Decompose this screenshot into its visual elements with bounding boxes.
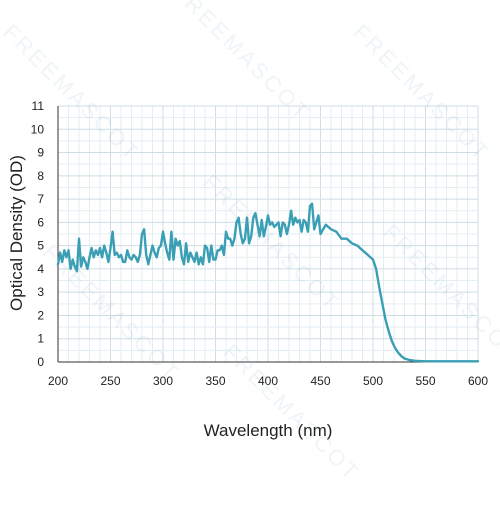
x-tick-label: 200 [48,374,68,388]
series-group [56,202,480,363]
y-tick-label: 3 [37,285,44,299]
y-tick-label: 2 [37,308,44,322]
grid [57,105,479,363]
x-tick-label: 500 [363,374,383,388]
y-axis-label: Optical Density (OD) [7,155,26,311]
x-tick-labels: 200 250 300 350 400 450 500 550 600 [48,374,488,388]
y-tick-label: 6 [37,215,44,229]
y-tick-labels: 0 1 2 3 4 5 6 7 8 9 10 11 [31,99,45,369]
y-tick-label: 9 [37,146,44,160]
y-tick-label: 10 [31,122,45,136]
y-tick-label: 11 [32,99,45,113]
y-tick-label: 4 [37,262,44,276]
y-tick-label: 7 [37,192,44,206]
y-tick-label: 5 [37,239,44,253]
x-tick-label: 400 [258,374,278,388]
x-tick-label: 350 [205,374,225,388]
x-tick-label: 450 [310,374,330,388]
x-axis-label: Wavelength (nm) [204,421,333,440]
x-tick-label: 550 [415,374,435,388]
y-tick-label: 0 [37,355,44,369]
x-tick-label: 250 [100,374,120,388]
y-tick-label: 8 [37,169,44,183]
x-tick-label: 300 [153,374,173,388]
x-tick-label: 600 [468,374,488,388]
axes [57,106,478,363]
series-line [56,202,480,363]
y-tick-label: 1 [37,332,44,346]
